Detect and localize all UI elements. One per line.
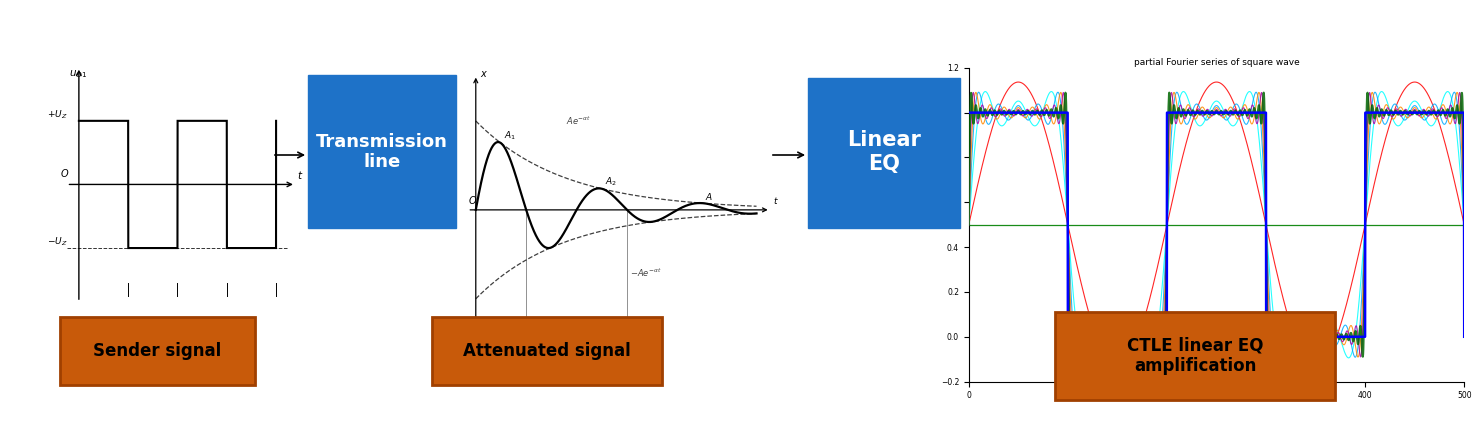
Text: $T_d$: $T_d$ [571,332,583,344]
Text: $+U_Z$: $+U_Z$ [47,109,68,121]
Text: $O$: $O$ [61,167,70,179]
Text: $A$: $A$ [705,191,713,202]
Text: Sender signal: Sender signal [93,342,222,360]
Text: Attenuated signal: Attenuated signal [463,342,632,360]
FancyBboxPatch shape [308,75,456,228]
Text: $O$: $O$ [467,194,478,206]
Text: $Ae^{-\alpha t}$: $Ae^{-\alpha t}$ [565,115,590,128]
FancyBboxPatch shape [1055,312,1336,400]
Text: $u_{O1}$: $u_{O1}$ [70,69,87,81]
Text: CTLE linear EQ
amplification: CTLE linear EQ amplification [1127,337,1263,375]
Text: $t$: $t$ [297,169,303,181]
FancyBboxPatch shape [432,317,663,385]
Text: Linear
EQ: Linear EQ [847,131,921,173]
Text: $A_1$: $A_1$ [504,130,516,142]
FancyBboxPatch shape [808,78,960,228]
Title: partial Fourier series of square wave: partial Fourier series of square wave [1133,58,1300,67]
Text: Transmission
line: Transmission line [317,133,448,171]
Text: $t$: $t$ [774,195,779,206]
Text: $-U_Z$: $-U_Z$ [47,236,68,248]
FancyBboxPatch shape [61,317,254,385]
Text: $A_2$: $A_2$ [605,175,617,188]
Text: $-Ae^{-\alpha t}$: $-Ae^{-\alpha t}$ [630,266,661,279]
Text: $x$: $x$ [481,69,488,78]
